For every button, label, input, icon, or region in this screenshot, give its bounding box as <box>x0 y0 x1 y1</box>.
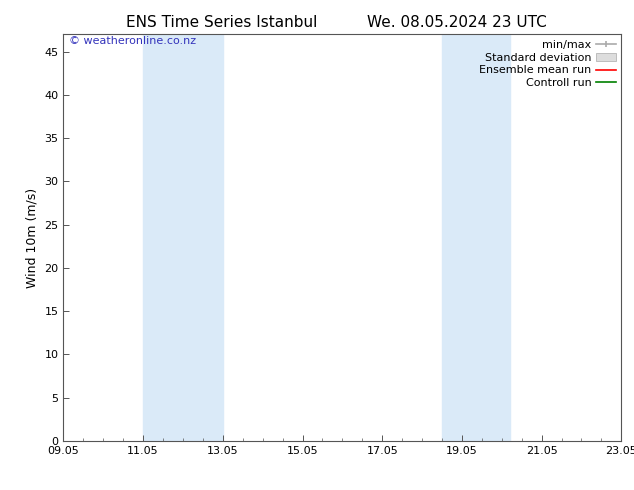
Legend: min/max, Standard deviation, Ensemble mean run, Controll run: min/max, Standard deviation, Ensemble me… <box>479 40 616 88</box>
Text: ENS Time Series Istanbul: ENS Time Series Istanbul <box>126 15 318 30</box>
Text: We. 08.05.2024 23 UTC: We. 08.05.2024 23 UTC <box>366 15 547 30</box>
Bar <box>442 34 510 441</box>
Text: © weatheronline.co.nz: © weatheronline.co.nz <box>69 36 196 47</box>
Bar <box>143 34 223 441</box>
Y-axis label: Wind 10m (m/s): Wind 10m (m/s) <box>26 188 39 288</box>
